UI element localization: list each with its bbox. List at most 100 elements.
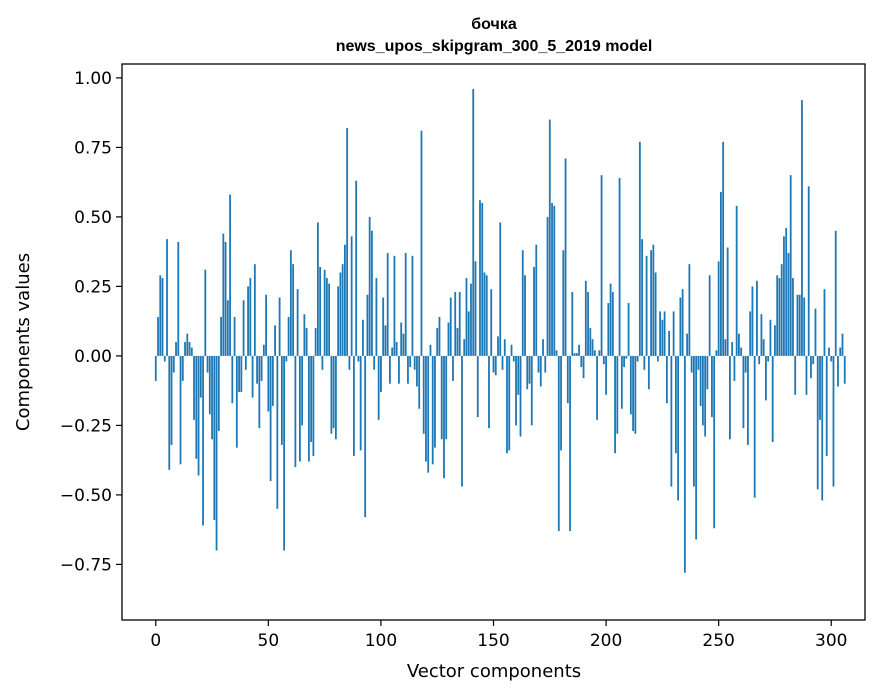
bar — [828, 347, 830, 356]
bar — [305, 328, 308, 356]
bar — [440, 355, 443, 440]
bar — [461, 355, 463, 487]
bar — [366, 294, 369, 356]
bar — [404, 253, 407, 356]
bar — [760, 314, 763, 356]
bar — [307, 355, 310, 462]
y-tick-label: 0.00 — [74, 347, 112, 367]
bar — [400, 322, 403, 356]
bar — [830, 355, 833, 362]
bar — [668, 330, 671, 356]
bar — [665, 355, 668, 404]
bar — [348, 355, 351, 370]
bar — [375, 278, 378, 356]
bar — [551, 203, 553, 356]
bar — [742, 355, 745, 429]
bar — [544, 355, 547, 373]
bar — [244, 355, 247, 370]
bar — [190, 347, 193, 356]
bar — [202, 355, 204, 526]
bar — [197, 355, 200, 476]
bar — [373, 355, 376, 370]
y-tick-label: 0.25 — [74, 277, 112, 297]
bar — [368, 216, 371, 356]
bar — [807, 186, 810, 356]
x-tick-label: 0 — [150, 631, 161, 651]
bar — [229, 194, 231, 356]
bar — [566, 355, 569, 404]
bar — [715, 350, 718, 356]
bar — [371, 230, 373, 356]
bar — [443, 355, 445, 479]
bar — [720, 191, 722, 356]
bar — [697, 355, 700, 370]
bar — [774, 325, 776, 356]
bar — [434, 355, 436, 448]
bar — [823, 289, 826, 356]
bar — [555, 350, 558, 356]
x-tick-label: 100 — [365, 631, 397, 651]
bar — [353, 355, 355, 456]
bar — [778, 278, 781, 356]
bar — [798, 294, 801, 356]
bar — [474, 261, 477, 356]
bar — [598, 350, 601, 356]
bar — [803, 297, 806, 356]
bar — [301, 355, 304, 426]
bar — [377, 355, 380, 420]
bar — [323, 269, 326, 356]
bar — [402, 333, 405, 356]
bar — [521, 250, 524, 356]
bar — [704, 355, 707, 437]
bar — [186, 333, 189, 356]
bar — [771, 355, 774, 443]
bar — [407, 355, 409, 384]
bar — [249, 278, 252, 356]
x-tick-label: 150 — [477, 631, 509, 651]
bar — [157, 316, 159, 356]
bar — [753, 355, 756, 498]
bar — [184, 342, 186, 356]
y-tick-label: 1.00 — [74, 69, 112, 89]
bar — [220, 316, 222, 356]
bar — [425, 355, 427, 462]
bar — [355, 180, 358, 356]
bar — [438, 316, 441, 356]
bar — [539, 355, 542, 387]
chart-title: бочка — [471, 16, 517, 33]
bar — [701, 355, 704, 426]
bar — [832, 355, 835, 487]
bar — [591, 339, 594, 356]
bar — [233, 316, 236, 356]
y-tick-label: 0.50 — [74, 208, 112, 228]
bar — [679, 297, 682, 356]
bar — [611, 291, 614, 356]
bar — [382, 297, 385, 356]
bar — [314, 328, 317, 356]
bar — [735, 205, 738, 356]
bar — [699, 355, 702, 406]
bar — [722, 141, 725, 356]
bar — [389, 355, 391, 384]
bar — [177, 241, 180, 356]
bar — [416, 355, 418, 387]
plot-frame — [121, 63, 866, 621]
bar — [571, 291, 574, 356]
bar — [334, 355, 337, 440]
bar — [386, 253, 389, 356]
x-tick-label: 250 — [702, 631, 734, 651]
bar — [776, 275, 779, 356]
bar — [341, 264, 344, 356]
bar — [269, 355, 272, 481]
bar — [688, 264, 691, 356]
bar — [384, 325, 387, 356]
bar — [562, 250, 565, 356]
bar — [783, 236, 785, 356]
y-tick-label: 0.75 — [74, 138, 112, 158]
bar — [647, 355, 650, 390]
bar — [452, 355, 454, 381]
bar — [661, 319, 664, 356]
bar — [310, 355, 313, 443]
bar — [287, 316, 290, 356]
bar — [801, 100, 803, 356]
